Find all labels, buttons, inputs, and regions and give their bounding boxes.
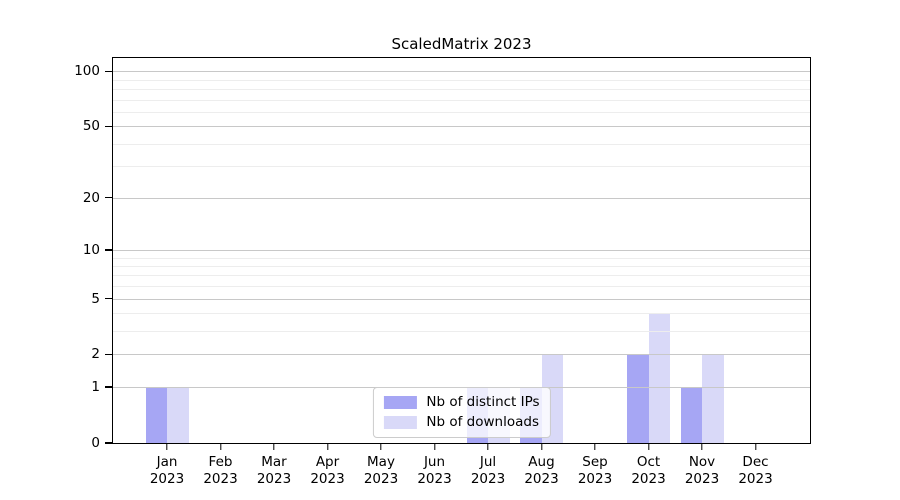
x-tick-label-dec: Dec 2023: [738, 454, 772, 488]
x-tick-mark-nov: [701, 443, 703, 450]
x-tick-mark-jul: [487, 443, 489, 450]
y-tick-label-100: 100: [74, 63, 100, 80]
x-tick-year: 2023: [363, 471, 399, 487]
bar-distinct-ips-oct: [627, 354, 649, 443]
x-tick-month: Jul: [479, 454, 497, 470]
y-tick-label-1: 1: [91, 379, 100, 396]
x-tick-mark-aug: [540, 443, 543, 450]
x-tick-mark-may: [380, 443, 382, 450]
x-tick-label-nov: Nov 2023: [685, 454, 719, 488]
gridline-5: [113, 298, 810, 300]
bar-downloads-nov: [702, 354, 724, 443]
gridline-10: [113, 249, 810, 251]
x-tick-month: Jan: [156, 454, 178, 470]
x-tick-label-may: May 2023: [364, 454, 398, 488]
x-tick-mark-oct: [647, 443, 650, 450]
gridline-20: [113, 197, 810, 199]
y-tick-label-50: 50: [82, 118, 100, 135]
legend-label-downloads: Nb of downloads: [426, 414, 539, 430]
x-tick-year: 2023: [256, 471, 292, 487]
x-tick-month: Jun: [423, 454, 446, 470]
x-tick-mark-apr: [326, 443, 329, 450]
x-tick-year: 2023: [738, 471, 773, 487]
gridline-minor-8: [113, 265, 810, 267]
gridline-minor-9: [113, 257, 810, 259]
x-tick-label-mar: Mar 2023: [257, 454, 291, 488]
y-tick-mark-0: [105, 442, 113, 444]
gridline-minor-70: [113, 99, 810, 101]
y-tick-mark-20: [105, 197, 113, 199]
gridline-minor-6: [113, 286, 810, 288]
x-tick-month: Nov: [688, 454, 716, 470]
x-tick-mark-sep: [594, 443, 596, 450]
y-tick-mark-100: [105, 70, 113, 72]
y-tick-label-2: 2: [91, 346, 100, 363]
chart-title: ScaledMatrix 2023: [391, 35, 532, 53]
x-tick-label-sep: Sep 2023: [578, 454, 612, 488]
x-tick-label-jun: Jun 2023: [417, 454, 451, 488]
x-tick-month: Mar: [261, 454, 287, 470]
gridline-minor-30: [113, 166, 810, 168]
gridline-100: [113, 71, 810, 73]
gridline-2: [113, 354, 810, 356]
y-tick-label-0: 0: [91, 435, 100, 451]
y-tick-label-10: 10: [82, 241, 100, 258]
y-tick-mark-1: [105, 386, 113, 388]
x-tick-year: 2023: [203, 471, 238, 487]
x-tick-month: Oct: [636, 454, 661, 470]
x-tick-year: 2023: [417, 471, 452, 487]
x-tick-label-feb: Feb 2023: [203, 454, 237, 488]
x-tick-label-jan: Jan 2023: [150, 454, 184, 488]
legend-label-distinct-ips: Nb of distinct IPs: [426, 394, 540, 410]
bar-downloads-jan: [167, 387, 189, 443]
x-tick-mark-mar: [273, 443, 275, 450]
plot-area: Nb of distinct IPs Nb of downloads 0 1 2 5 1…: [74, 57, 811, 487]
x-tick-year: 2023: [310, 471, 345, 487]
gridline-minor-40: [113, 143, 810, 145]
x-tick-month: Dec: [742, 454, 769, 470]
x-tick-mark-jan: [166, 443, 168, 450]
legend: Nb of distinct IPs Nb of downloads: [372, 387, 551, 438]
bar-distinct-ips-jan: [145, 387, 167, 443]
legend-swatch-distinct-ips: [383, 396, 417, 409]
x-tick-mark-feb: [219, 443, 222, 450]
legend-item-distinct-ips: Nb of distinct IPs: [383, 394, 540, 410]
y-tick-mark-2: [105, 353, 113, 356]
gridline-minor-60: [113, 111, 810, 113]
x-tick-month: May: [367, 454, 395, 470]
y-tick-label-20: 20: [82, 189, 100, 206]
y-tick-mark-50: [105, 125, 113, 127]
gridline-minor-4: [113, 313, 810, 315]
x-tick-label-jul: Jul 2023: [471, 454, 505, 488]
gridline-minor-3: [113, 331, 810, 333]
x-tick-month: Aug: [528, 454, 555, 470]
x-tick-label-aug: Aug 2023: [524, 454, 558, 488]
legend-item-downloads: Nb of downloads: [383, 415, 539, 430]
legend-swatch-downloads: [383, 416, 417, 429]
x-tick-year: 2023: [631, 471, 666, 487]
gridline-50: [113, 126, 810, 128]
bar-distinct-ips-nov: [680, 387, 702, 443]
gridline-minor-7: [113, 275, 810, 277]
y-tick-mark-10: [105, 249, 113, 251]
x-tick-year: 2023: [470, 471, 506, 487]
x-tick-month: Apr: [315, 454, 340, 470]
x-tick-year: 2023: [577, 471, 613, 487]
y-tick-label-5: 5: [91, 290, 100, 307]
x-tick-label-oct: Oct 2023: [631, 454, 665, 488]
x-tick-year: 2023: [684, 471, 720, 487]
x-tick-year: 2023: [524, 471, 559, 487]
gridline-minor-90: [113, 79, 810, 81]
x-tick-mark-dec: [754, 443, 757, 450]
x-tick-month: Feb: [208, 454, 233, 470]
gridline-minor-80: [113, 88, 810, 90]
y-tick-mark-5: [105, 297, 113, 300]
x-tick-label-apr: Apr 2023: [310, 454, 344, 488]
x-tick-month: Sep: [582, 454, 608, 470]
bar-downloads-oct: [648, 313, 670, 443]
x-tick-mark-jun: [433, 443, 436, 450]
x-tick-year: 2023: [149, 471, 185, 487]
